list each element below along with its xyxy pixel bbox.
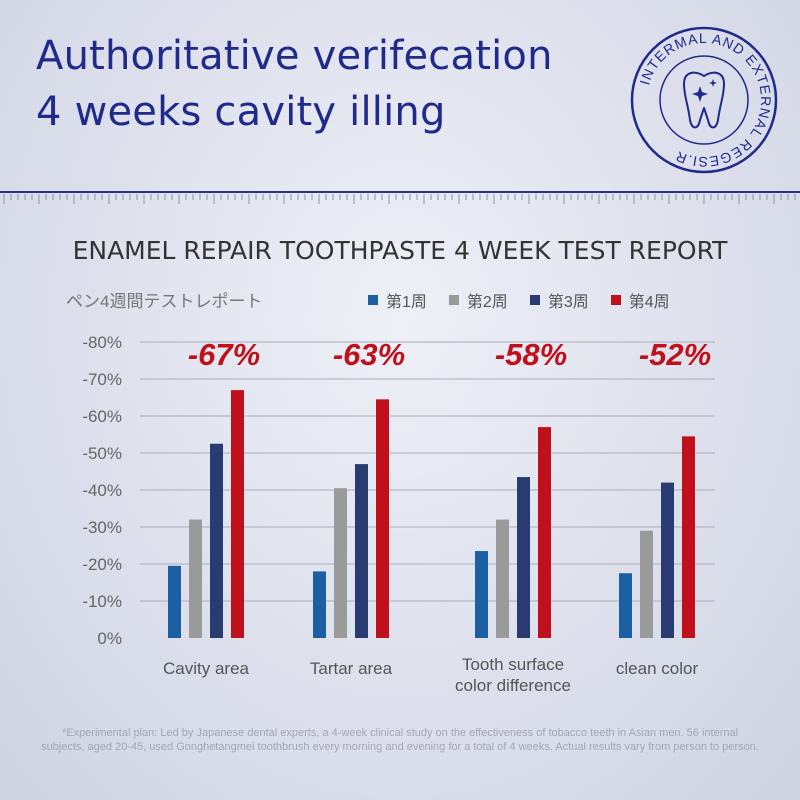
y-tick-label: -20%: [82, 555, 122, 574]
y-tick-label: -30%: [82, 518, 122, 537]
y-tick-label: -80%: [82, 333, 122, 352]
bar-week1-4: [619, 573, 632, 638]
headline: Authoritative verifecation 4 weeks cavit…: [36, 28, 553, 140]
percent-annotation: -58%: [495, 337, 567, 372]
bar-week1-1: [168, 565, 181, 638]
bar-week4-2: [376, 399, 389, 638]
sparkle-icon: [692, 79, 717, 102]
bar-week3-1: [210, 443, 223, 638]
tooth-icon: [683, 71, 725, 129]
legend-item-week2: 第2周: [448, 288, 508, 312]
bar-chart: 0%-10%-20%-30%-40%-50%-60%-70%-80% -67% -…: [82, 333, 715, 695]
ruler-divider: [0, 191, 800, 204]
legend-swatch-week2: [448, 295, 459, 305]
chart-annotations: -67% -63% -58% -52%: [188, 337, 711, 372]
footnote: *Experimental plan: Led by Japanese dent…: [41, 727, 759, 753]
legend-label-week2: 第2周: [466, 294, 508, 311]
percent-annotation: -63%: [333, 337, 405, 372]
stamp-ring-text: INTERMAL AND EXTERNAL REGESI.R: [636, 30, 774, 170]
legend-swatch-week4: [610, 295, 621, 305]
legend-item-week1: 第1周: [368, 288, 427, 312]
x-tick-label: Cavity area: [163, 659, 250, 678]
x-tick-label: Tartar area: [310, 659, 393, 678]
y-tick-label: -70%: [82, 370, 122, 389]
chart-grid: [140, 341, 715, 602]
legend-swatch-week1: [368, 295, 378, 305]
x-tick-label: clean color: [616, 659, 699, 678]
chart-legend: 第1周 第2周 第3周 第4周: [368, 288, 670, 312]
percent-annotation: -67%: [188, 337, 260, 372]
legend-item-week4: 第4周: [610, 288, 670, 312]
legend-item-week3: 第3周: [529, 288, 589, 312]
bar-week2-1: [189, 519, 202, 638]
bar-week4-3: [538, 427, 551, 638]
bar-week1-2: [313, 571, 326, 638]
y-tick-label: -60%: [82, 407, 122, 426]
percent-annotation: -52%: [639, 337, 711, 372]
legend-label-week1: 第1周: [386, 294, 427, 311]
bar-week2-4: [640, 530, 653, 638]
x-tick-label: Tooth surface: [462, 655, 564, 674]
bar-week2-2: [334, 488, 347, 638]
x-axis-labels: Cavity area Tartar area Tooth surface color…: [163, 655, 698, 695]
bar-week4-4: [682, 436, 695, 638]
y-tick-label: 0%: [97, 629, 122, 648]
bar-week3-2: [355, 464, 368, 638]
headline-line-2: 4 weeks cavity illing: [36, 89, 446, 135]
y-axis-ticks: 0% -10% -20% -30% -40% -50% -60% -70% -80%: [82, 333, 122, 648]
x-tick-label: color difference: [455, 676, 571, 695]
bar-week4-1: [231, 390, 244, 638]
legend-label-week4: 第4周: [628, 294, 670, 311]
chart-subtitle: ペン4週間テストレポート: [66, 292, 263, 311]
chart-bars: [168, 390, 695, 638]
y-tick-label: -10%: [82, 592, 122, 611]
bar-week2-3: [496, 519, 509, 638]
y-tick-label: -40%: [82, 481, 122, 500]
certification-stamp: INTERMAL AND EXTERNAL REGESI.R: [630, 26, 778, 174]
bar-week1-3: [475, 551, 488, 638]
bar-week3-4: [661, 482, 674, 638]
legend-label-week3: 第3周: [547, 294, 589, 311]
legend-swatch-week3: [529, 295, 540, 305]
headline-line-1: Authoritative verifecation: [36, 33, 553, 79]
chart-title: ENAMEL REPAIR TOOTHPASTE 4 WEEK TEST REP…: [72, 236, 728, 265]
y-tick-label: -50%: [82, 444, 122, 463]
bar-week3-3: [517, 477, 530, 638]
